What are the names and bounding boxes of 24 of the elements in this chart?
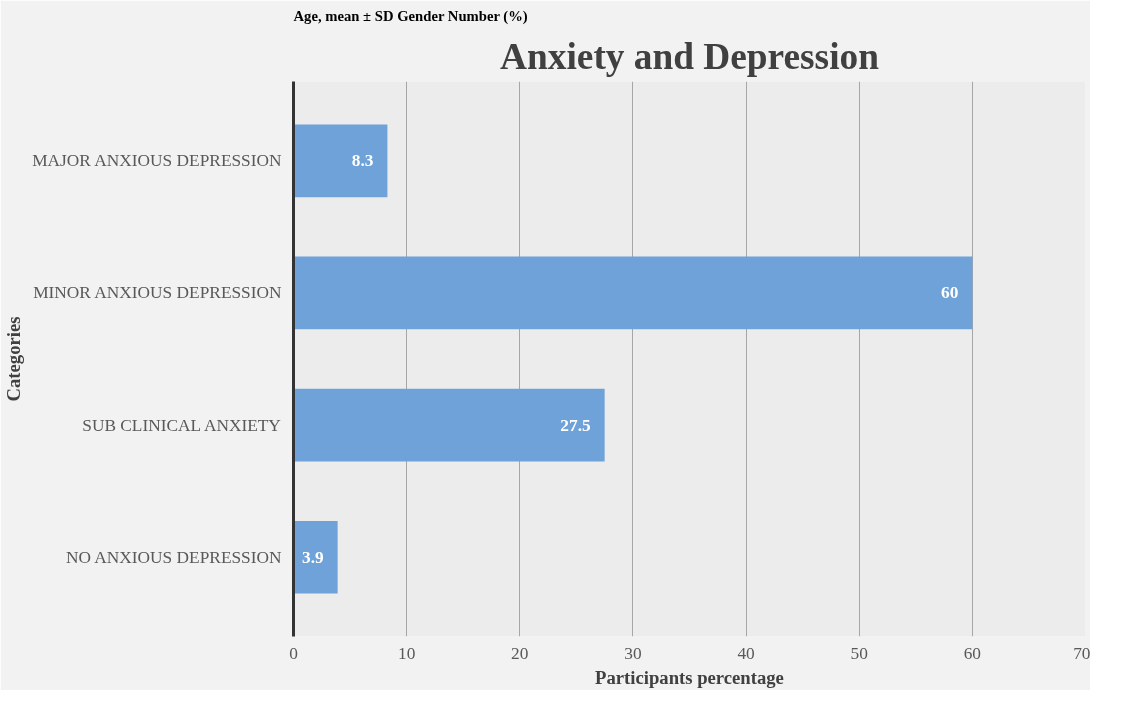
y-axis-title: Categories [3, 316, 25, 402]
x-tick-label: 20 [511, 643, 529, 663]
data-label: 8.3 [351, 151, 374, 171]
y-tick-label: SUB CLINICAL ANXIETY [82, 415, 282, 435]
data-label: 60 [941, 283, 959, 303]
x-tick-label: 30 [624, 643, 642, 663]
bar [293, 520, 338, 594]
x-axis-title: Participants percentage [595, 666, 784, 688]
x-tick-label: 0 [289, 643, 298, 663]
y-tick-label: MINOR ANXIOUS DEPRESSION [33, 283, 283, 303]
bar [293, 388, 605, 462]
y-tick-label: MAJOR ANXIOUS DEPRESSION [32, 151, 283, 171]
data-label: 27.5 [560, 415, 591, 435]
bar [293, 124, 388, 198]
x-tick-label: 40 [737, 643, 755, 663]
x-tick-label: 60 [963, 643, 982, 663]
text: Age, mean ± SD Gender Number (%) [293, 7, 528, 25]
x-tick-label: 10 [397, 643, 416, 663]
bar [293, 256, 973, 330]
chart-title: Anxiety and Depression [500, 35, 880, 77]
x-tick-label: 70 [1073, 643, 1091, 663]
y-tick-label: NO ANXIOUS DEPRESSION [65, 547, 283, 567]
data-label: 3.9 [301, 547, 324, 567]
x-tick-label: 50 [850, 643, 868, 663]
